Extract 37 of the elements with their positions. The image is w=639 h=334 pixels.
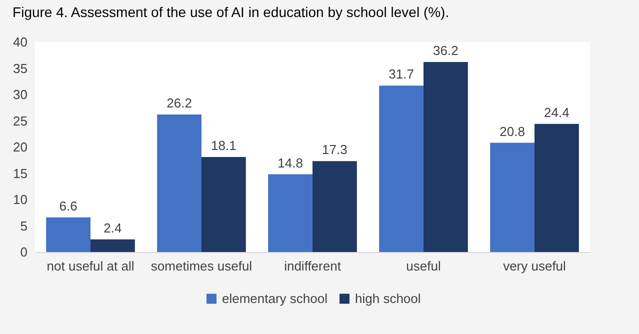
data-label: 20.8 [500,124,525,139]
bar [202,156,246,252]
y-tick-label: 30 [13,87,28,102]
bar [90,239,135,252]
y-tick-label: 15 [13,166,28,181]
bar [424,62,468,252]
x-tick-label: useful [406,258,441,274]
y-tick-label: 40 [13,34,28,50]
y-tick-label: 0 [20,244,28,260]
data-label: 26.2 [166,95,192,110]
legend-label: elementary school [222,290,328,306]
y-tick-label: 35 [13,60,28,76]
legend-label: high school [355,290,421,306]
x-tick-label: very useful [503,258,566,274]
y-tick-label: 20 [13,140,28,154]
chart-title: Figure 4. Assessment of the use of AI in education by school level (%). [12,4,450,20]
data-label: 2.4 [104,220,122,236]
y-tick-label: 25 [13,113,28,128]
bar [534,124,579,252]
x-tick-label: sometimes useful [150,258,252,274]
bar [490,142,534,252]
data-label: 24.4 [544,104,570,120]
bar [379,86,424,252]
x-tick-label: not useful at all [46,258,134,274]
data-label: 36.2 [433,42,458,58]
x-tick-label: indifferent [284,258,342,274]
data-label: 31.7 [388,66,414,82]
y-tick-label: 5 [20,218,28,234]
data-label: 14.8 [278,155,303,170]
bar [312,161,357,252]
bar [157,114,202,252]
data-label: 6.6 [59,198,78,214]
data-label: 17.3 [322,142,348,158]
y-tick-label: 10 [13,192,28,207]
data-label: 18.1 [211,138,236,153]
bar [268,174,312,252]
bar [46,217,90,252]
